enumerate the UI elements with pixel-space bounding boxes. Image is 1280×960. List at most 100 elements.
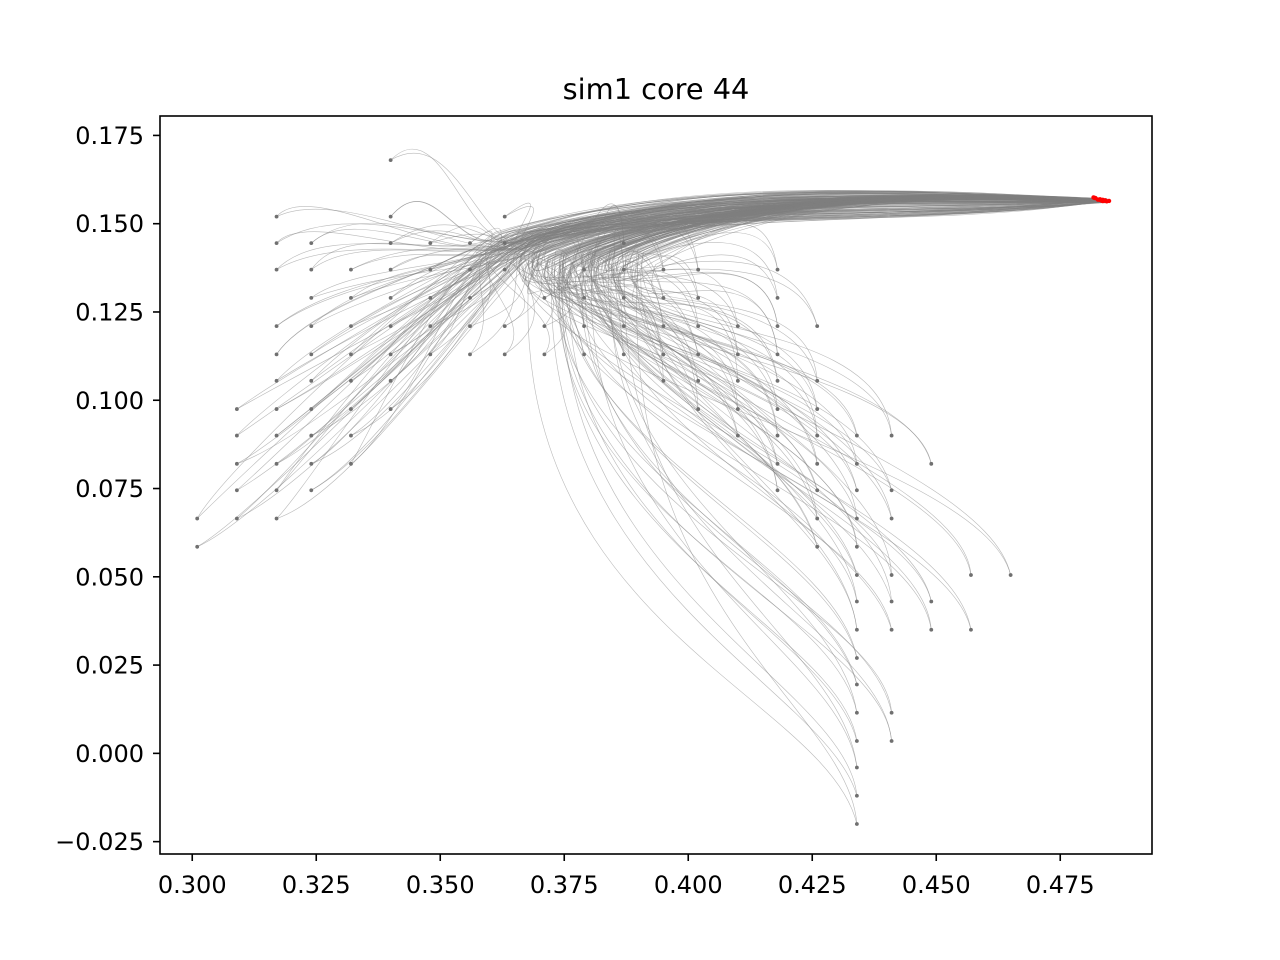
trajectory-line — [636, 194, 1094, 602]
start-point — [929, 461, 934, 466]
start-point — [815, 516, 820, 521]
start-point — [696, 352, 701, 357]
start-point — [815, 378, 820, 383]
start-point — [735, 407, 740, 411]
start-point — [309, 267, 314, 272]
trajectory-line — [430, 190, 1106, 245]
start-point — [775, 378, 780, 383]
start-point — [854, 599, 859, 604]
start-point — [969, 573, 973, 577]
start-point — [889, 599, 894, 604]
trajectory-line — [524, 196, 1103, 576]
start-point — [274, 324, 279, 329]
start-point — [274, 461, 279, 466]
x-tick-label: 0.300 — [158, 871, 227, 899]
trajectory-line — [593, 197, 1104, 602]
start-point — [775, 324, 780, 329]
start-point — [582, 295, 586, 300]
trajectory-line — [527, 194, 1108, 825]
trajectory-line — [585, 194, 1100, 713]
start-point — [661, 295, 666, 300]
start-point — [889, 710, 894, 715]
start-point — [775, 433, 780, 438]
start-point — [696, 324, 701, 329]
start-point — [661, 378, 666, 383]
start-point — [234, 516, 239, 521]
start-point — [468, 324, 472, 329]
trajectory-line — [486, 199, 1098, 355]
y-tick-label: 0.150 — [75, 210, 144, 238]
start-point — [502, 324, 507, 329]
start-point — [428, 241, 433, 246]
start-point — [274, 267, 279, 272]
trajectory-line — [596, 197, 1102, 491]
start-point — [735, 433, 740, 438]
start-point — [349, 352, 353, 357]
start-point — [309, 352, 314, 357]
start-point — [309, 241, 314, 246]
start-point — [621, 324, 626, 329]
start-point — [468, 241, 472, 246]
start-point — [428, 352, 433, 357]
start-point — [854, 656, 859, 660]
start-point — [889, 573, 894, 577]
trajectory-lines — [196, 148, 1108, 825]
trajectory-line — [608, 196, 1106, 713]
y-tick-label: 0.125 — [75, 298, 144, 326]
start-point — [775, 352, 780, 357]
start-point — [195, 516, 200, 521]
start-point — [854, 461, 859, 466]
trajectory-line — [553, 196, 1102, 685]
trajectory-line — [603, 199, 1099, 630]
start-point — [815, 544, 820, 549]
start-point — [388, 158, 393, 163]
start-point — [388, 267, 393, 272]
trajectory-line — [636, 194, 1099, 825]
end-points — [1091, 195, 1112, 204]
start-point — [274, 516, 279, 521]
start-point — [349, 378, 353, 383]
start-point — [234, 488, 239, 493]
start-point — [854, 627, 859, 632]
start-point — [621, 241, 626, 246]
trajectory-line — [558, 197, 1106, 491]
start-point — [854, 433, 859, 438]
start-point — [889, 488, 894, 493]
start-point — [815, 461, 820, 466]
start-point — [1008, 573, 1013, 577]
start-point — [468, 267, 472, 272]
trajectory-line — [610, 195, 1093, 742]
trajectory-line — [485, 191, 1107, 355]
start-point — [854, 710, 859, 715]
start-point — [349, 433, 353, 438]
trajectory-line — [469, 202, 1104, 355]
start-point — [428, 267, 433, 272]
trajectory-line — [594, 196, 1104, 630]
start-point — [889, 433, 894, 438]
start-point — [349, 461, 353, 466]
trajectory-line — [311, 190, 1104, 382]
start-point — [889, 739, 894, 743]
start-point — [542, 324, 547, 329]
start-point — [775, 295, 780, 300]
start-point — [854, 822, 859, 826]
start-point — [234, 433, 239, 438]
start-point — [428, 295, 433, 300]
start-point — [815, 407, 820, 411]
x-tick-label: 0.450 — [902, 871, 971, 899]
x-tick-label: 0.425 — [778, 871, 847, 899]
trajectory-line — [641, 195, 1095, 576]
trajectory-line — [311, 198, 1098, 465]
start-point — [735, 378, 740, 383]
start-point — [349, 295, 353, 300]
start-point — [929, 599, 934, 604]
trajectory-line — [597, 195, 1107, 576]
start-point — [854, 573, 859, 577]
start-point — [582, 267, 586, 272]
start-point — [696, 378, 701, 383]
trajectory-line — [564, 199, 1097, 659]
start-point — [621, 352, 626, 357]
x-tick-label: 0.475 — [1026, 871, 1095, 899]
start-points — [195, 158, 1013, 826]
